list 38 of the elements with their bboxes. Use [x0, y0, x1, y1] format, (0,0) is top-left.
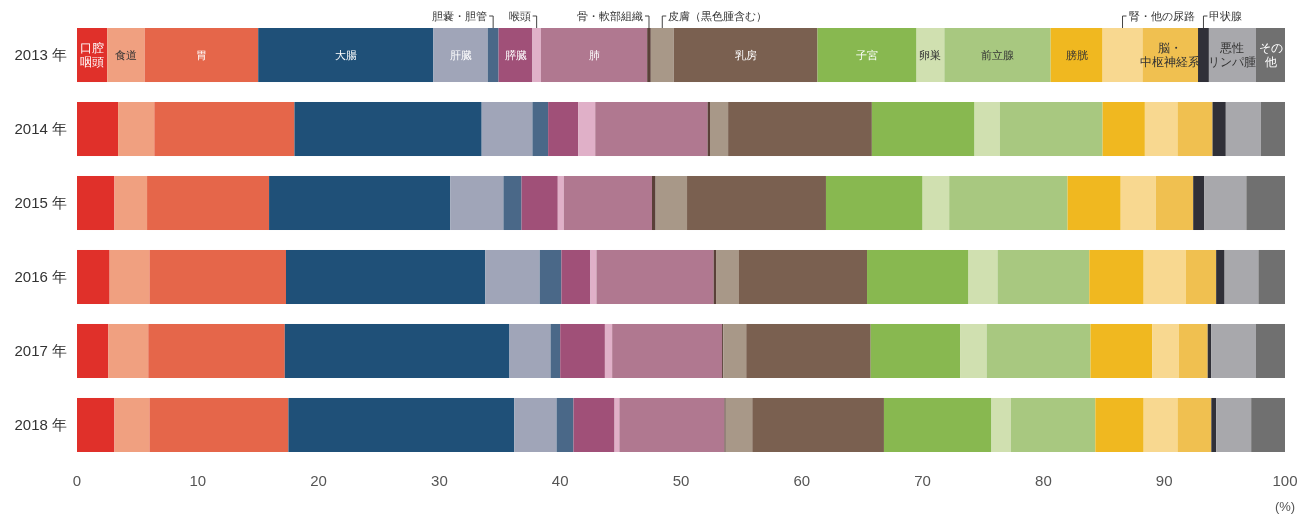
x-tick-label: 20 — [310, 472, 327, 489]
series-label: 甲状腺 — [1209, 10, 1243, 22]
series-label: 乳房 — [734, 49, 757, 62]
series-label: 悪性リンパ腫 — [1208, 41, 1257, 69]
x-tick-label: 50 — [672, 472, 690, 489]
series-label: 大腸 — [334, 49, 357, 62]
series-label: 前立腺 — [981, 49, 1014, 62]
y-tick-label: 2016 年 — [14, 268, 67, 285]
y-tick-label: 2018 年 — [14, 415, 67, 433]
series-label: その他 — [1258, 41, 1283, 69]
y-tick-label: 2017 年 — [14, 341, 67, 359]
series-label: 肺 — [588, 49, 600, 62]
y-tick-label: 2015 年 — [14, 194, 67, 211]
y-tick-label: 2014 年 — [14, 120, 67, 138]
series-label: 食道 — [114, 49, 137, 62]
x-axis-title: (%) — [1274, 499, 1296, 514]
x-tick-label: 10 — [189, 472, 207, 489]
series-label: 胆嚢・胆管 — [432, 10, 488, 22]
x-tick-label: 70 — [914, 472, 931, 489]
series-label: 膵臓 — [504, 49, 527, 62]
series-label: 腎・他の尿路 — [1128, 10, 1195, 22]
x-tick-label: 100 — [1272, 472, 1298, 489]
x-tick-label: 90 — [1155, 472, 1173, 489]
x-tick-label: 30 — [431, 472, 448, 489]
y-tick-label: 2013 年 — [14, 46, 67, 64]
series-label: 膀胱 — [1065, 49, 1088, 62]
series-label: 喉頭 — [508, 10, 531, 22]
series-label: 肝臓 — [449, 49, 472, 62]
series-label: 口腔咽頭 — [80, 41, 105, 69]
x-tick-label: 0 — [72, 472, 82, 489]
x-tick-label: 80 — [1035, 472, 1052, 489]
series-label: 卵巣 — [919, 49, 942, 62]
series-label: 子宮 — [856, 49, 879, 62]
x-tick-label: 40 — [551, 472, 569, 489]
series-label: 胃 — [195, 49, 207, 62]
x-tick-label: 60 — [793, 472, 811, 489]
series-label: 骨・軟部組織 — [576, 10, 643, 22]
series-label: 皮膚（黒色腫含む） — [668, 10, 768, 22]
